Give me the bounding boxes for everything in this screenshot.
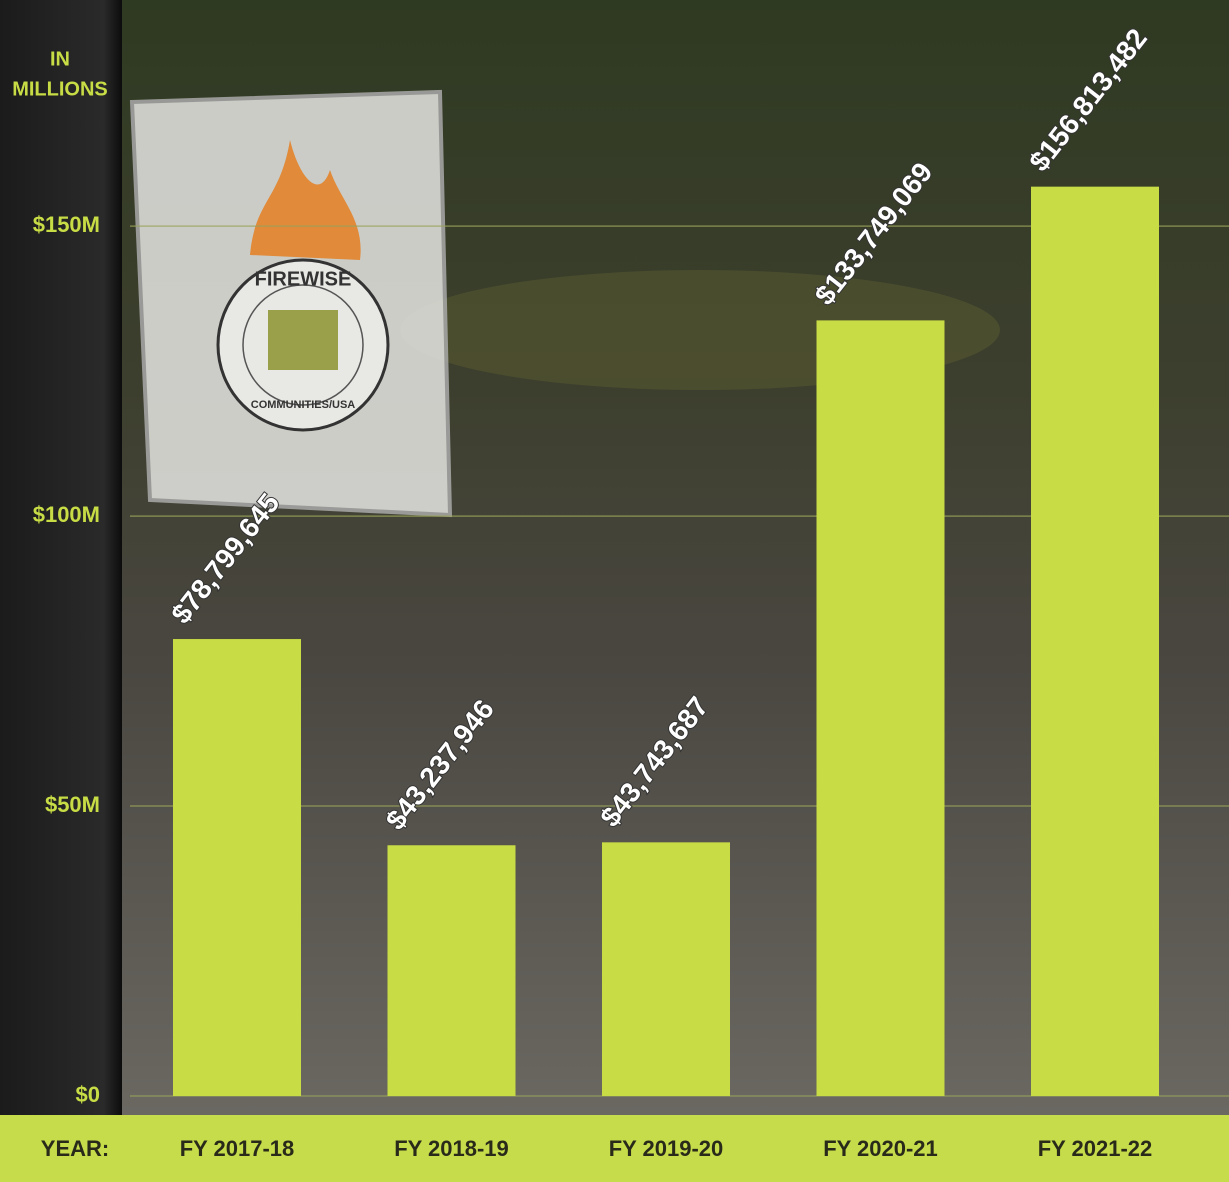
bar	[602, 842, 730, 1096]
bar	[388, 845, 516, 1096]
x-tick-label: FY 2018-19	[394, 1136, 509, 1161]
y-tick-label: $50M	[45, 792, 100, 817]
sign: FIREWISE COMMUNITIES/USA	[132, 92, 450, 515]
axis-panel	[0, 0, 122, 1115]
bar	[817, 320, 945, 1096]
sign-text: FIREWISE	[255, 268, 352, 290]
x-tick-label: FY 2020-21	[823, 1136, 938, 1161]
x-tick-label: FY 2017-18	[180, 1136, 295, 1161]
bar	[173, 639, 301, 1096]
y-axis-title: MILLIONS	[12, 78, 108, 100]
x-tick-label: FY 2019-20	[609, 1136, 724, 1161]
y-tick-label: $100M	[33, 502, 100, 527]
y-axis-title: IN	[50, 48, 70, 70]
x-axis-title: YEAR:	[41, 1136, 109, 1161]
bar	[1031, 187, 1159, 1096]
y-tick-label: $150M	[33, 212, 100, 237]
chart: FIREWISE COMMUNITIES/USA IN MILLIONS YEA…	[0, 0, 1229, 1182]
sign-text: COMMUNITIES/USA	[251, 399, 356, 411]
y-tick-label: $0	[76, 1082, 100, 1107]
x-tick-label: FY 2021-22	[1038, 1136, 1153, 1161]
